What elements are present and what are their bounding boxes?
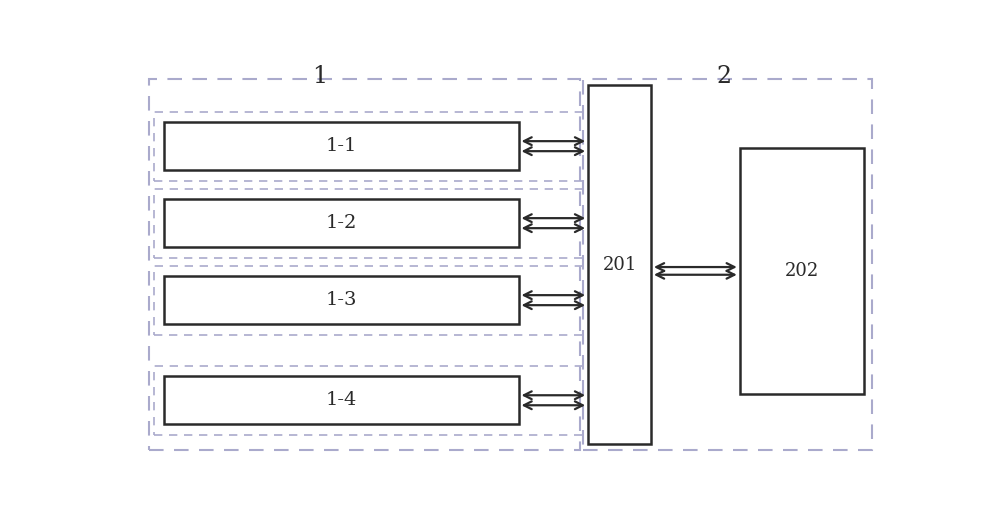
Bar — [154, 188, 589, 258]
Bar — [154, 111, 589, 181]
Text: 1-4: 1-4 — [326, 391, 357, 410]
Bar — [154, 365, 589, 435]
Bar — [149, 79, 580, 450]
Text: 1: 1 — [312, 65, 328, 88]
Text: 201: 201 — [602, 256, 637, 274]
Bar — [154, 266, 589, 335]
Bar — [164, 276, 519, 324]
Text: 2: 2 — [717, 65, 732, 88]
Bar — [583, 79, 872, 450]
Text: 202: 202 — [785, 262, 819, 280]
Text: 1-1: 1-1 — [326, 137, 357, 155]
Bar — [740, 148, 864, 394]
Bar — [164, 122, 519, 170]
Bar — [164, 376, 519, 424]
Bar — [588, 86, 651, 444]
Bar — [164, 200, 519, 247]
Text: 1-3: 1-3 — [326, 291, 357, 309]
Text: 1-2: 1-2 — [326, 214, 357, 232]
